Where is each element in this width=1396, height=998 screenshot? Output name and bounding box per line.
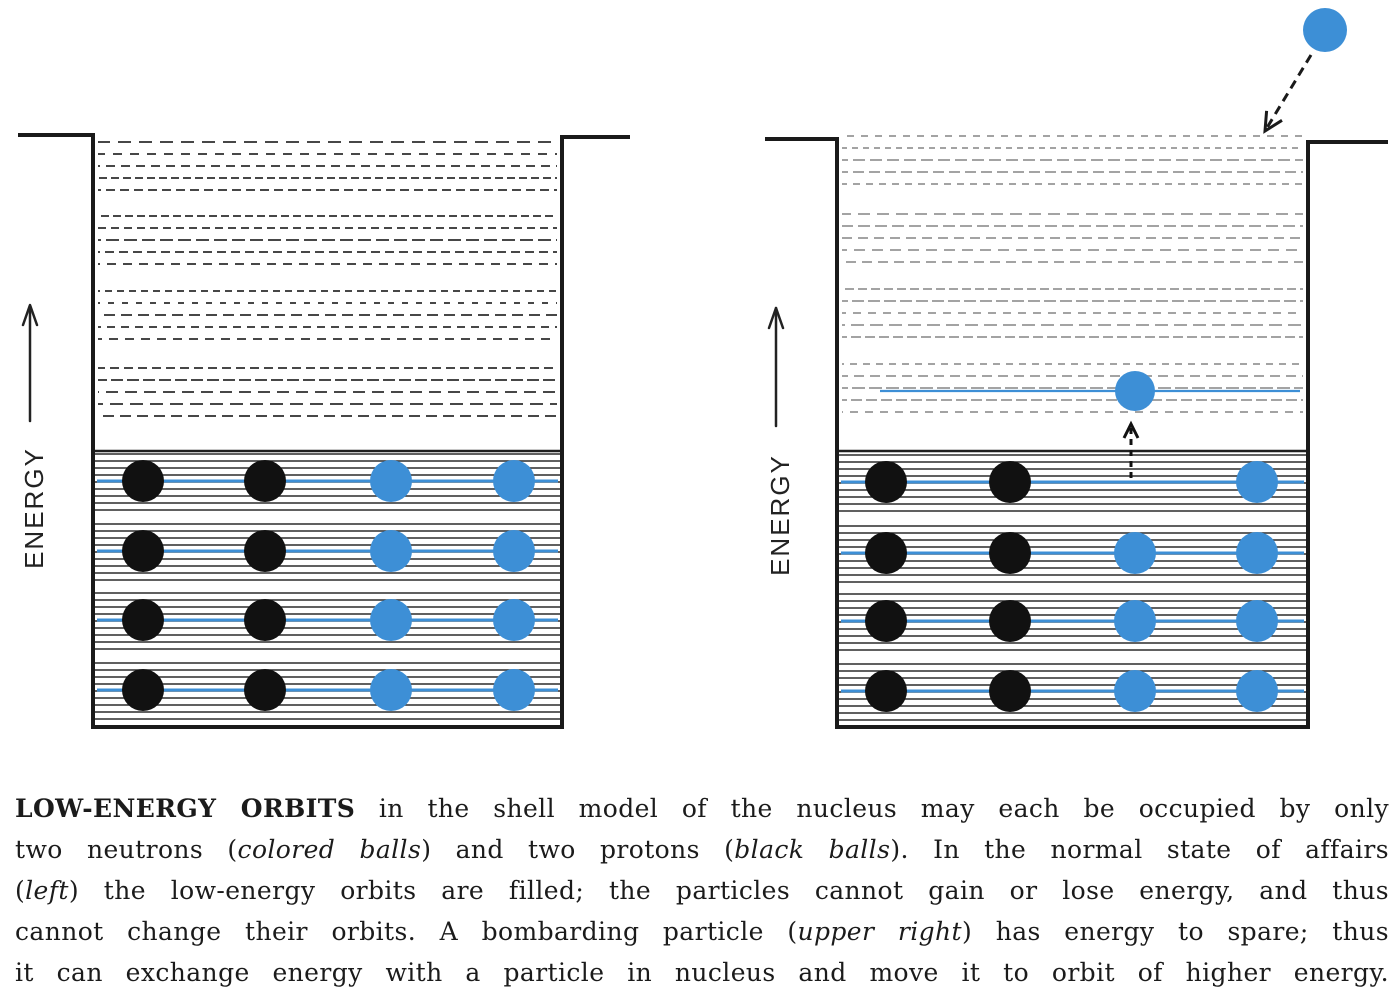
proton-ball [989, 670, 1031, 712]
shell-model-figure: ENERGY ENERGY [18, 8, 1388, 729]
caption-text: ). In the normal state of affairs [890, 835, 1389, 864]
neutron-ball [370, 669, 412, 711]
caption-italic-text: left [25, 876, 69, 905]
bombarding-particle-ball [1303, 8, 1347, 52]
proton-ball [865, 532, 907, 574]
caption-italic-text: upper right [797, 917, 962, 946]
energy-axis: ENERGY [19, 303, 49, 569]
neutron-ball [1114, 532, 1156, 574]
caption-text: ( [15, 876, 26, 905]
empty-orbit-levels [842, 135, 1303, 413]
caption-line: (left) the low-energy orbits are filled;… [15, 870, 1389, 911]
neutron-ball [370, 530, 412, 572]
neutron-ball [1114, 670, 1156, 712]
bombarding-arrow-shaft [1263, 54, 1313, 132]
proton-ball [122, 530, 164, 572]
proton-ball [865, 670, 907, 712]
figure-caption: LOW-ENERGY ORBITS in the shell model of … [15, 788, 1389, 993]
proton-ball [122, 599, 164, 641]
excited-neutron-group [880, 371, 1300, 478]
caption-text: two neutrons ( [15, 835, 238, 864]
proton-ball [989, 461, 1031, 503]
energy-axis-label: ENERGY [19, 447, 49, 569]
caption-text: ) and two protons ( [421, 835, 735, 864]
neutron-ball [1236, 670, 1278, 712]
energy-axis-label: ENERGY [765, 454, 795, 576]
proton-ball [989, 600, 1031, 642]
proton-ball [989, 532, 1031, 574]
caption-text: ) the low-energy orbits are filled; the … [68, 876, 1389, 905]
potential-well-outline [765, 137, 1388, 729]
proton-ball [122, 460, 164, 502]
proton-ball [865, 461, 907, 503]
caption-italic-text: black balls [734, 835, 891, 864]
occupied-orbit-lines [841, 480, 1304, 693]
proton-ball [244, 599, 286, 641]
caption-text: cannot change their orbits. A bombarding… [15, 917, 798, 946]
bombarding-particle-group [1263, 8, 1347, 134]
caption-lead: LOW-ENERGY ORBITS [15, 794, 356, 823]
caption-line: two neutrons (colored balls) and two pro… [15, 829, 1389, 870]
bombarding-arrow-head [1263, 110, 1283, 134]
energy-arrow-head [767, 306, 785, 330]
particles [865, 461, 1278, 712]
empty-orbit-levels [98, 141, 557, 417]
neutron-ball [370, 460, 412, 502]
proton-ball [122, 669, 164, 711]
caption-line: it can exchange energy with a particle i… [15, 952, 1389, 993]
neutron-ball [493, 669, 535, 711]
filled-orbit-levels [93, 449, 562, 720]
proton-ball [244, 669, 286, 711]
proton-ball [244, 460, 286, 502]
energy-axis: ENERGY [765, 306, 795, 576]
excited-state-panel: ENERGY [765, 8, 1388, 729]
neutron-ball [370, 599, 412, 641]
neutron-ball [1236, 461, 1278, 503]
proton-ball [865, 600, 907, 642]
caption-line: cannot change their orbits. A bombarding… [15, 911, 1389, 952]
excited-neutron-ball [1115, 371, 1155, 411]
caption-line: LOW-ENERGY ORBITS in the shell model of … [15, 788, 1389, 829]
energy-arrow-head [21, 303, 39, 327]
occupied-orbit-lines [97, 479, 558, 692]
caption-text: in the shell model of the nucleus may ea… [355, 794, 1389, 823]
caption-text: it can exchange energy with a particle i… [15, 958, 1389, 987]
particles [122, 460, 535, 711]
neutron-ball [1236, 600, 1278, 642]
neutron-ball [1114, 600, 1156, 642]
normal-state-panel: ENERGY [18, 133, 630, 729]
proton-ball [244, 530, 286, 572]
neutron-ball [1236, 532, 1278, 574]
potential-well-outline [18, 133, 630, 729]
neutron-ball [493, 460, 535, 502]
transition-arrow-head [1122, 420, 1140, 439]
neutron-ball [493, 599, 535, 641]
filled-orbit-levels [837, 449, 1308, 721]
caption-italic-text: colored balls [237, 835, 422, 864]
caption-text: ) has energy to spare; thus [962, 917, 1389, 946]
neutron-ball [493, 530, 535, 572]
